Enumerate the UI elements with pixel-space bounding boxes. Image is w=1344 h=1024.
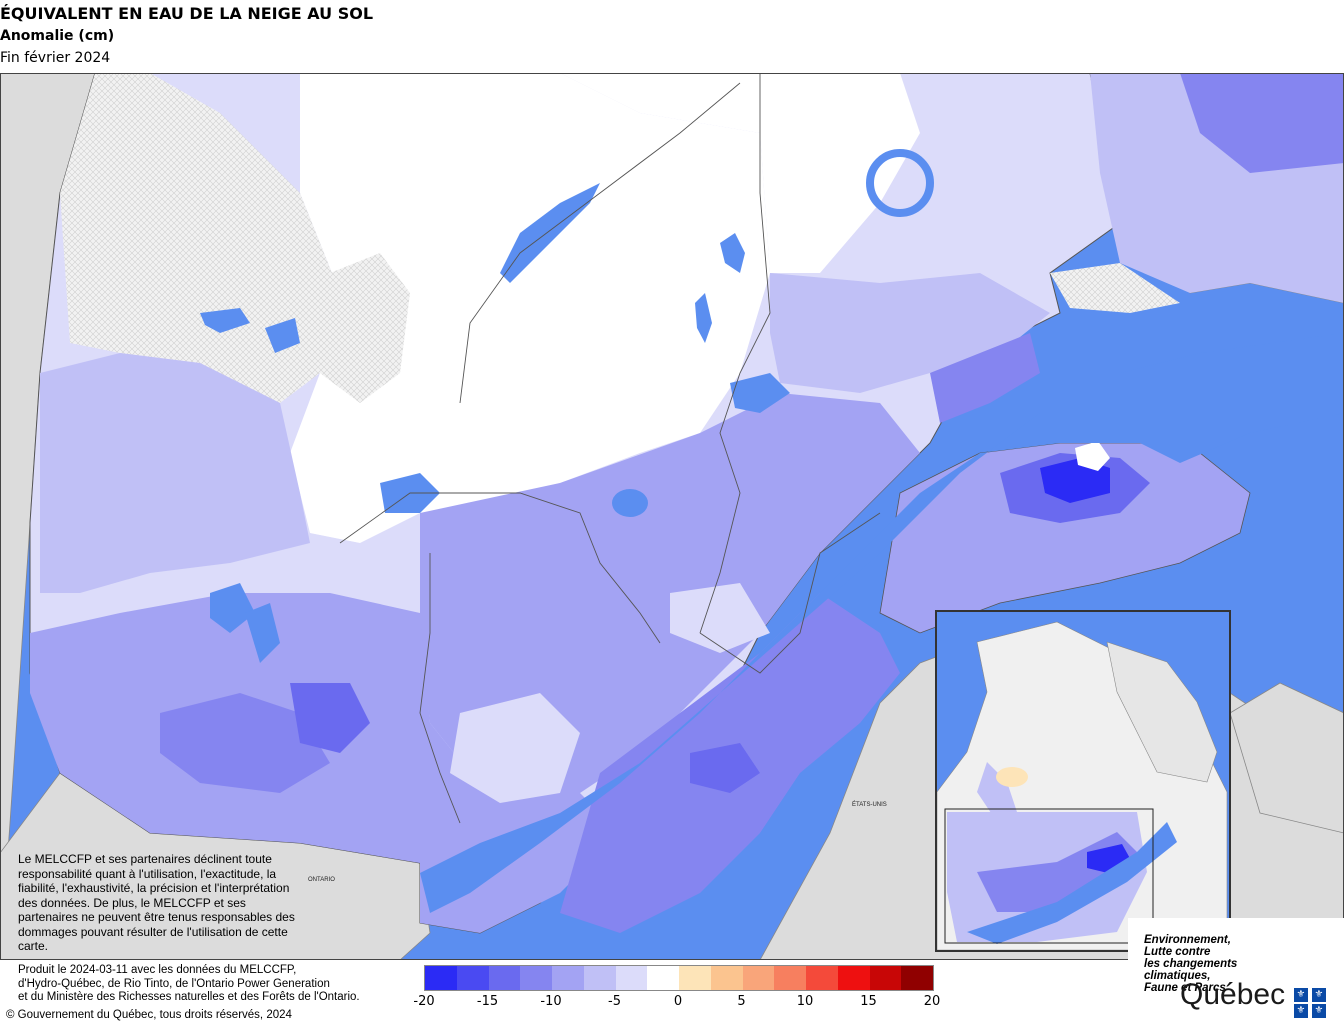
legend-label: 15 <box>860 994 877 1009</box>
snow-anomaly-map: ONTARIO ÉTATS-UNIS <box>0 73 1344 960</box>
zone-minus10-north-shore <box>930 333 1040 423</box>
credit-line-1: Produit le 2024-03-11 avec les données d… <box>18 964 297 976</box>
legend-swatch <box>647 966 679 990</box>
credit-line-2: d'Hydro-Québec, de Rio Tinto, de l'Ontar… <box>18 977 330 990</box>
zone-zero-gaspe <box>1075 441 1110 471</box>
label-usa: ÉTATS-UNIS <box>852 801 887 808</box>
legend-label: 0 <box>673 994 683 1009</box>
map-subtitle: Anomalie (cm) <box>0 28 115 44</box>
legend-swatch <box>552 966 584 990</box>
map-period: Fin février 2024 <box>0 50 111 66</box>
label-ontario: ONTARIO <box>308 877 335 883</box>
disclaimer-text: Le MELCCFP et ses partenaires déclinent … <box>18 852 295 953</box>
st-lawrence-river <box>420 333 1344 913</box>
quebec-logo: Environnement, Lutte contre les changeme… <box>1128 918 1344 1024</box>
legend-label: 20 <box>923 994 941 1009</box>
credit-block: Produit le 2024-03-11 avec les données d… <box>18 964 360 1005</box>
legend-swatch <box>742 966 775 990</box>
legend-label: 5 <box>737 994 746 1009</box>
ministry-line: Environnement, <box>1144 934 1231 946</box>
fleur-de-lis-icon: ⚜ <box>1294 988 1308 1002</box>
fleur-de-lis-icon: ⚜ <box>1294 1004 1308 1018</box>
quebec-wordmark: Québec <box>1180 978 1286 1011</box>
fleur-de-lis-icon: ⚜ <box>1312 988 1326 1002</box>
legend-swatch <box>520 966 552 990</box>
legend-swatch <box>488 966 521 990</box>
credit-line-3: et du Ministère des Richesses naturelles… <box>18 991 360 1003</box>
land-nb-ns <box>1229 682 1344 834</box>
inset-overview-map <box>935 610 1231 952</box>
legend-swatch <box>456 966 489 990</box>
legend-swatch <box>679 966 711 990</box>
legend-swatch <box>425 966 457 990</box>
map-title: ÉQUIVALENT EN EAU DE LA NEIGE AU SOL <box>0 4 374 23</box>
zone-hatch-3 <box>1050 263 1180 313</box>
legend-swatch <box>583 966 616 990</box>
zone-minus5-west <box>40 353 310 593</box>
zone-white-pocket-2 <box>670 583 770 653</box>
zone-minus10-se <box>690 743 760 793</box>
legend-swatch <box>774 966 806 990</box>
ministry-line: climatiques, <box>1144 970 1211 982</box>
legend-label: 10 <box>796 994 814 1009</box>
ministry-name: Environnement, Lutte contre les changeme… <box>1144 934 1237 994</box>
ministry-line: les changements <box>1144 958 1238 970</box>
legend-label: -20 <box>413 994 435 1009</box>
zone-minus10-pocket-2 <box>290 683 370 753</box>
legend-swatch <box>710 966 743 990</box>
legend-label: -5 <box>608 994 621 1009</box>
inset-svg <box>937 612 1229 950</box>
zone-white-2 <box>560 73 920 273</box>
legend-swatch <box>837 966 870 990</box>
legend-label: -15 <box>476 994 499 1009</box>
zone-minus10-pocket <box>160 693 330 793</box>
color-legend: -20 -15 -10 -5 0 5 10 15 20 <box>413 965 940 1021</box>
legend-swatch <box>901 966 933 990</box>
legend-label: -10 <box>540 994 562 1009</box>
zone-minus10-ne <box>1180 73 1344 173</box>
legend-swatch <box>869 966 902 990</box>
zone-hatch-1 <box>60 73 340 403</box>
zone-minus5-north <box>770 273 1050 393</box>
copyright-text: © Gouvernement du Québec, tous droits ré… <box>6 1009 292 1021</box>
zone-hatch-2 <box>320 253 410 403</box>
region-boundaries <box>339 73 881 824</box>
zone-white-pocket <box>450 693 580 803</box>
legend-labels: -20 -15 -10 -5 0 5 10 15 20 <box>413 994 940 1010</box>
legend-swatch <box>806 966 838 990</box>
zone-white <box>290 73 770 543</box>
legend-swatch <box>615 966 648 990</box>
ministry-line: Faune et Parcs <box>1144 982 1226 994</box>
fleur-de-lis-icon: ⚜ <box>1312 1004 1326 1018</box>
ministry-line: Lutte contre <box>1144 946 1211 958</box>
lakes <box>200 149 934 663</box>
legend-swatches <box>424 965 934 991</box>
